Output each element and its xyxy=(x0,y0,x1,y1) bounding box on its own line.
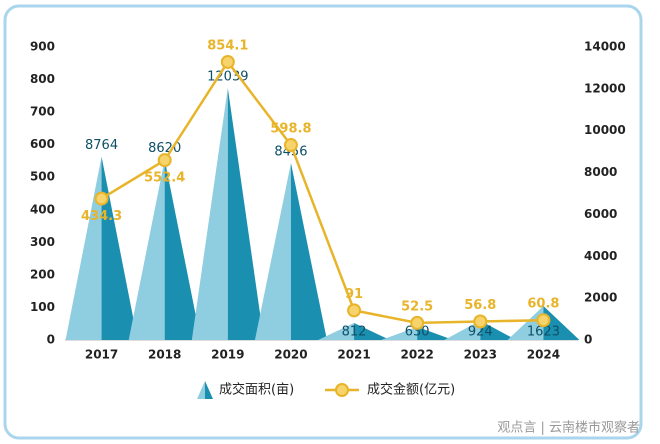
y-tick-label: 300 xyxy=(30,235,55,249)
y2-tick-label: 10000 xyxy=(584,123,626,137)
y2-tick-label: 14000 xyxy=(584,40,626,54)
y2-tick-label: 0 xyxy=(584,333,592,347)
triangle-dark xyxy=(417,326,454,340)
y2-tick-label: 2000 xyxy=(584,291,617,305)
triangle-light xyxy=(254,163,291,340)
triangle-bar xyxy=(254,163,327,340)
line-point xyxy=(473,314,488,329)
line-point xyxy=(220,54,235,69)
triangle-light xyxy=(128,159,165,340)
y-tick-label: 400 xyxy=(30,202,55,216)
y2-tick-label: 6000 xyxy=(584,207,617,221)
bar-value-label: 630 xyxy=(405,325,430,340)
legend-label: 成交面积(亩) xyxy=(219,382,294,398)
legend-icon xyxy=(205,381,213,399)
triangle-bar xyxy=(128,159,201,340)
y-tick-label: 800 xyxy=(30,72,55,86)
bar-value-label: 924 xyxy=(468,325,493,340)
line-value-label: 56.8 xyxy=(464,298,496,313)
triangle-light xyxy=(318,323,355,340)
line-point xyxy=(536,313,551,328)
line-point xyxy=(347,303,362,318)
y-tick-label: 600 xyxy=(30,137,55,151)
bar-value-label: 8620 xyxy=(148,141,181,156)
y-tick-label: 100 xyxy=(30,300,55,314)
line-value-label: 91 xyxy=(345,287,363,302)
x-tick-label: 2023 xyxy=(464,348,497,362)
line-point xyxy=(410,315,425,330)
triangle-light xyxy=(444,320,481,340)
x-tick-label: 2022 xyxy=(400,348,433,362)
y-tick-label: 900 xyxy=(30,40,55,54)
bar-value-label: 8764 xyxy=(85,138,118,153)
line-value-label: 434.3 xyxy=(81,209,122,224)
line-value-label: 854.1 xyxy=(207,38,248,53)
y-tick-label: 700 xyxy=(30,105,55,119)
x-tick-label: 2019 xyxy=(211,348,244,362)
triangle-bar xyxy=(444,320,517,340)
triangle-dark xyxy=(480,320,517,340)
triangle-bar xyxy=(507,306,580,340)
triangle-light xyxy=(65,156,102,340)
x-tick-label: 2020 xyxy=(274,348,307,362)
legend-icon xyxy=(335,383,349,397)
triangle-bar xyxy=(318,323,391,340)
triangle-dark xyxy=(543,306,580,340)
x-tick-label: 2018 xyxy=(148,348,181,362)
y-tick-label: 0 xyxy=(47,333,55,347)
bar-value-label: 812 xyxy=(342,325,367,340)
triangle-bar xyxy=(65,156,138,340)
y-tick-label: 500 xyxy=(30,170,55,184)
triangle-dark xyxy=(164,159,201,340)
line-value-label: 552.4 xyxy=(144,171,185,186)
line-point xyxy=(94,191,109,206)
x-tick-label: 2017 xyxy=(85,348,118,362)
y-tick-label: 200 xyxy=(30,267,55,281)
bar-value-label: 12039 xyxy=(207,70,248,85)
triangle-bar xyxy=(191,88,264,341)
y2-tick-label: 4000 xyxy=(584,249,617,263)
triangle-dark xyxy=(290,163,327,340)
line xyxy=(100,59,544,325)
line-point xyxy=(283,138,298,153)
y2-tick-label: 8000 xyxy=(584,165,617,179)
legend-label: 成交金额(亿元) xyxy=(367,382,455,398)
triangle-dark xyxy=(101,156,138,340)
x-tick-label: 2024 xyxy=(527,348,560,362)
y2-tick-label: 12000 xyxy=(584,81,626,95)
line-point xyxy=(157,153,172,168)
line-value-label: 598.8 xyxy=(270,122,311,137)
line-value-label: 52.5 xyxy=(401,299,433,314)
x-tick-label: 2021 xyxy=(337,348,370,362)
triangle-bar xyxy=(381,326,454,340)
triangle-dark xyxy=(354,323,391,340)
triangle-light xyxy=(507,306,544,340)
line-value-label: 60.8 xyxy=(527,297,559,312)
legend-icon xyxy=(197,381,205,399)
triangle-light xyxy=(381,326,418,340)
triangle-light xyxy=(191,88,228,341)
watermark: 观点言 | 云南楼市观察者 xyxy=(497,420,640,436)
bar-value-label: 1623 xyxy=(527,325,560,340)
triangle-dark xyxy=(227,88,264,341)
